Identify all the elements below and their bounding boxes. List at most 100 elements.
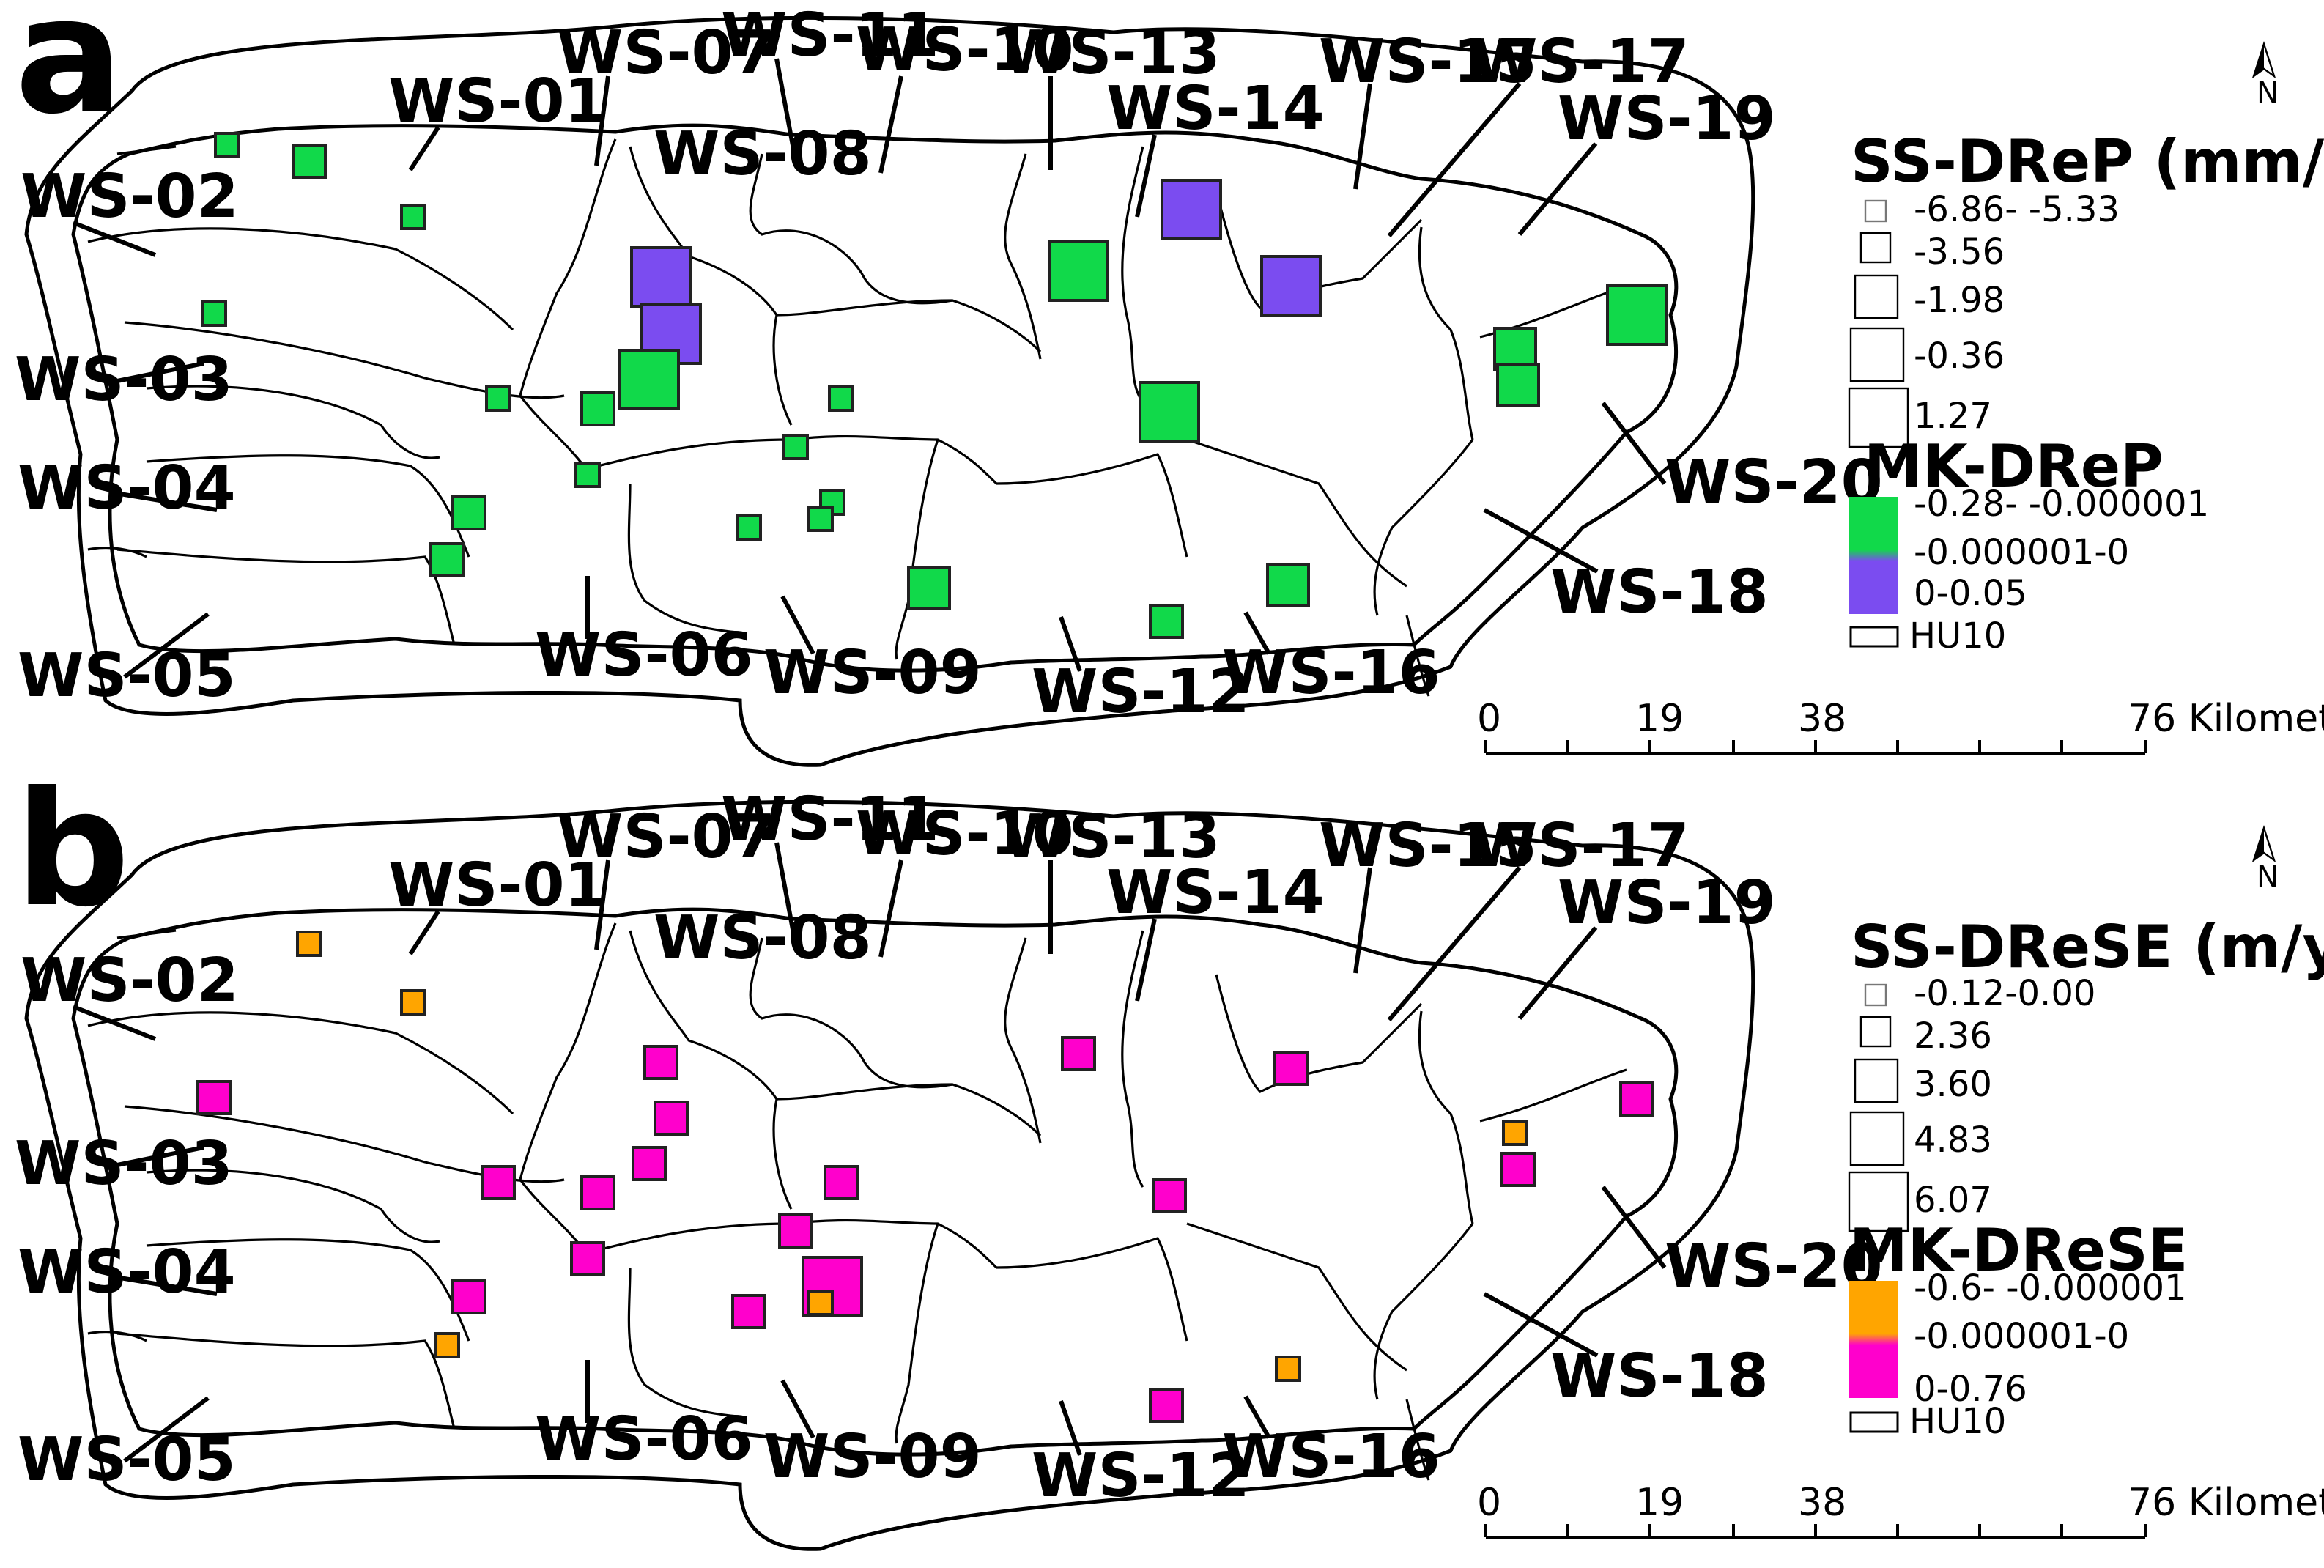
label-ws-03: WS-03 (15, 1129, 233, 1199)
map-panel-a: a (15, 0, 2324, 767)
station-marker (485, 385, 511, 412)
station-marker (782, 434, 809, 460)
label-ws-18: WS-18 (1550, 1342, 1769, 1411)
legend: SS-DReSE (m/yr) -0.12-0.00 2.36 3.60 4.8… (1848, 913, 2324, 1442)
watershed-leader-lines (72, 842, 1667, 1463)
label-ws-02: WS-02 (21, 162, 239, 232)
label-ws-11: WS-11 (721, 1, 939, 70)
label-ws-01: WS-01 (388, 851, 607, 920)
label-ws-11: WS-11 (721, 785, 939, 854)
hu10-boundaries (87, 922, 1627, 1481)
station-marker (580, 391, 615, 426)
watershed-labels: WS-01 WS-02 WS-03 WS-04 WS-05 WS-06 WS-0… (15, 785, 1883, 1511)
label-ws-14: WS-14 (1106, 858, 1325, 928)
map-panel-b: b (0, 784, 2324, 1568)
map-canvas-a: a (15, 0, 2324, 767)
map-canvas-b: b (15, 784, 2324, 1551)
station-marker (643, 1045, 678, 1080)
watershed-leader-lines (72, 58, 1667, 679)
legend-hu10-label: HU10 (1909, 615, 2006, 657)
legend-size-label-3: 3.60 (1914, 1064, 1992, 1105)
label-ws-19: WS-19 (1558, 868, 1776, 938)
island-coastline (71, 123, 1679, 673)
station-marker (654, 1101, 689, 1136)
label-ws-16: WS-16 (1222, 1422, 1440, 1492)
station-marker (1266, 563, 1310, 607)
station-marker (434, 1332, 460, 1358)
station-marker (1606, 284, 1668, 346)
legend-color-label-1: -0.28- -0.000001 (1914, 484, 2209, 525)
legend-size-swatch-4 (1849, 1111, 1905, 1166)
legend-size-label-5: 1.27 (1914, 396, 1992, 437)
label-ws-07: WS-07 (557, 18, 775, 88)
legend-size-label-1: -0.12-0.00 (1914, 973, 2095, 1014)
station-marker (1260, 255, 1322, 317)
station-marker (778, 1213, 813, 1249)
panel-letter: b (15, 784, 130, 942)
station-marker (1493, 327, 1537, 371)
legend-size-swatch-3 (1854, 1058, 1899, 1103)
station-marker (1149, 1388, 1184, 1423)
legend-color-label-2: -0.000001-0 (1914, 532, 2129, 573)
scale-bar: 0 19 38 76 Kilometers (1477, 1481, 2324, 1539)
island-coastline (71, 907, 1679, 1457)
station-marker (451, 495, 486, 530)
label-ws-14: WS-14 (1106, 74, 1325, 144)
legend-color-label-3: 0-0.76 (1914, 1369, 2027, 1410)
label-ws-19: WS-19 (1558, 84, 1776, 154)
legend-size-swatch-4 (1849, 327, 1905, 382)
label-ws-01: WS-01 (388, 67, 607, 136)
scale-tick-76: 76 Kilometers (2128, 1481, 2324, 1525)
label-ws-15: WS-15 (1319, 811, 1537, 881)
station-marker (1161, 179, 1222, 240)
label-ws-09: WS-09 (763, 638, 982, 708)
station-marker (630, 246, 692, 308)
label-ws-20: WS-20 (1665, 448, 1883, 517)
station-marker (292, 144, 327, 179)
station-marker (907, 566, 951, 610)
label-ws-06: WS-06 (535, 621, 753, 690)
label-ws-03: WS-03 (15, 345, 233, 415)
label-ws-17: WS-17 (1471, 27, 1690, 97)
label-ws-18: WS-18 (1550, 558, 1769, 627)
legend-size-label-2: -3.56 (1914, 232, 2005, 273)
station-marker (296, 931, 322, 957)
station-marker (1139, 381, 1200, 443)
station-marker (481, 1165, 516, 1200)
label-ws-10: WS-10 (856, 15, 1074, 85)
station-marker (1152, 1178, 1187, 1213)
label-ws-10: WS-10 (856, 799, 1074, 869)
label-ws-12: WS-12 (1032, 657, 1250, 727)
label-ws-02: WS-02 (21, 946, 239, 1016)
station-markers (201, 132, 1668, 639)
legend-hu10-swatch (1849, 626, 1899, 648)
label-ws-12: WS-12 (1032, 1441, 1250, 1511)
station-marker (400, 989, 426, 1016)
station-marker (201, 300, 227, 327)
legend-color-label-3: 0-0.05 (1914, 573, 2027, 614)
north-arrow-icon: N (2251, 41, 2279, 110)
label-ws-09: WS-09 (763, 1422, 982, 1492)
label-ws-08: WS-08 (654, 119, 872, 189)
label-ws-08: WS-08 (654, 903, 872, 973)
station-marker (1496, 363, 1540, 407)
label-ws-06: WS-06 (535, 1405, 753, 1474)
station-marker (1273, 1051, 1309, 1086)
scale-bar: 0 19 38 76 Kilometers (1477, 697, 2324, 755)
station-marker (1500, 1152, 1536, 1187)
label-ws-16: WS-16 (1222, 638, 1440, 708)
station-marker (807, 1290, 834, 1316)
station-marker (632, 1146, 667, 1181)
scale-tick-76: 76 Kilometers (2128, 697, 2324, 741)
legend: SS-DReP (mm/yr) -6.86- -5.33 -3.56 -1.98… (1848, 127, 2324, 657)
legend-hu10-label: HU10 (1909, 1401, 2006, 1442)
label-ws-17: WS-17 (1471, 811, 1690, 881)
legend-size-swatch-2 (1859, 232, 1892, 264)
label-ws-07: WS-07 (557, 802, 775, 872)
legend-size-swatch-3 (1854, 274, 1899, 319)
coastal-buffer (24, 15, 1755, 767)
panel-letter: a (15, 0, 123, 149)
station-marker (451, 1279, 486, 1314)
legend-size-swatch-5 (1848, 1171, 1909, 1232)
watershed-labels: WS-01 WS-02 WS-03 WS-04 WS-05 WS-06 WS-0… (15, 1, 1883, 727)
